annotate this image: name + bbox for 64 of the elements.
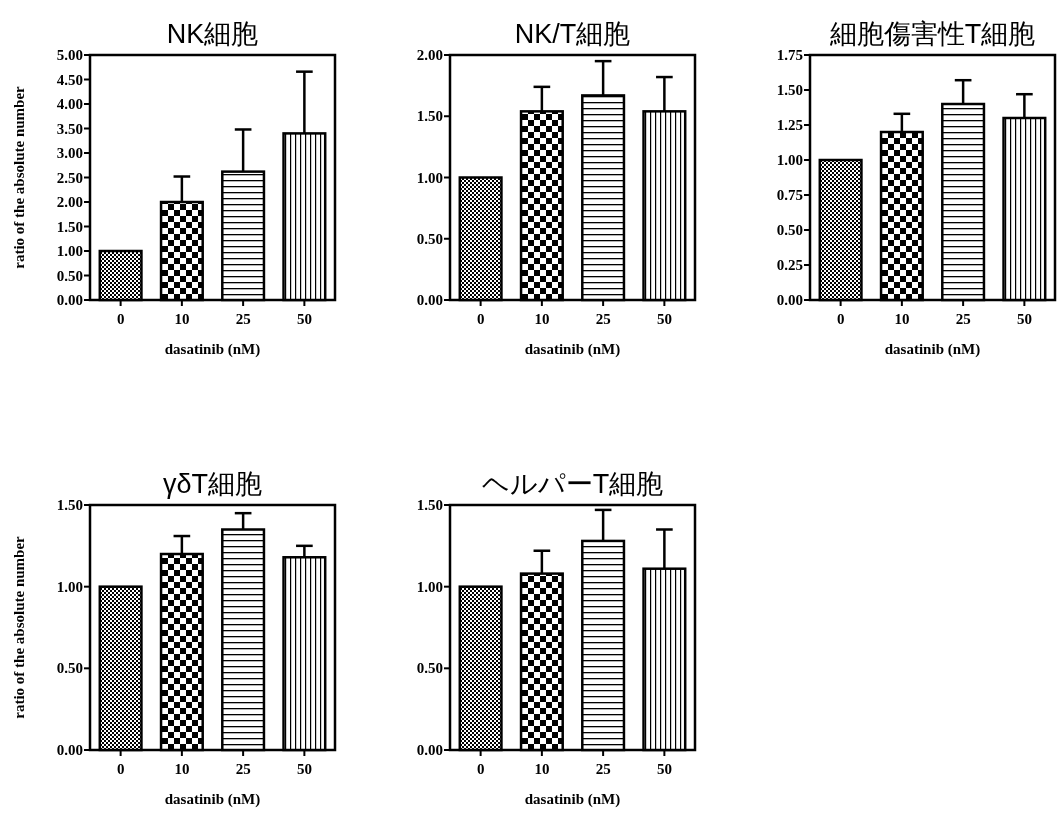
x-tick-label: 10 — [534, 311, 550, 327]
y-tick-label: 0.75 — [776, 187, 803, 203]
x-tick-label: 50 — [1016, 311, 1032, 327]
y-tick-label: 0.00 — [416, 292, 443, 308]
chart-title: NK細胞 — [166, 19, 259, 49]
y-tick-label: 2.00 — [416, 47, 443, 63]
y-axis-title: ratio of the absolute number — [11, 85, 27, 269]
y-tick-label: 1.00 — [56, 578, 83, 595]
chart-title: NK/T細胞 — [514, 19, 631, 49]
y-tick-label: 1.50 — [416, 497, 443, 513]
x-tick-label: 0 — [116, 311, 125, 327]
x-axis-title: dasatinib (nM) — [164, 791, 261, 808]
x-tick-label: 10 — [534, 761, 550, 777]
y-tick-label: 0.00 — [56, 742, 83, 758]
x-tick-label: 10 — [174, 311, 190, 327]
y-tick-label: 0.50 — [56, 267, 83, 284]
y-tick-label: 0.00 — [416, 742, 443, 758]
chart-title: ヘルパーT細胞 — [481, 469, 664, 499]
x-tick-label: 50 — [656, 311, 672, 327]
y-tick-label: 0.50 — [56, 660, 83, 677]
x-tick-label: 50 — [296, 311, 312, 327]
y-tick-label: 0.00 — [776, 292, 803, 308]
chart-title: γδT細胞 — [162, 469, 263, 499]
y-axis-title: ratio of the absolute number — [11, 535, 27, 719]
x-tick-label: 50 — [296, 761, 312, 777]
x-tick-label: 25 — [595, 311, 611, 327]
x-tick-label: 0 — [476, 311, 485, 327]
y-tick-label: 4.00 — [56, 96, 83, 112]
y-tick-label: 2.50 — [56, 169, 83, 186]
y-tick-label: 1.50 — [416, 108, 443, 125]
y-tick-label: 0.00 — [56, 292, 83, 308]
y-tick-label: 0.50 — [416, 230, 443, 247]
y-tick-label: 2.00 — [56, 194, 83, 210]
x-axis-title: dasatinib (nM) — [524, 791, 621, 808]
y-tick-label: 3.50 — [56, 120, 83, 137]
x-tick-label: 25 — [235, 761, 251, 777]
y-tick-label: 3.00 — [56, 145, 83, 161]
y-tick-label: 1.75 — [776, 47, 803, 63]
y-tick-label: 0.50 — [776, 222, 803, 238]
x-tick-label: 0 — [476, 761, 485, 777]
y-tick-label: 1.00 — [56, 243, 83, 259]
x-tick-label: 25 — [955, 311, 971, 327]
y-tick-label: 1.00 — [416, 578, 443, 595]
x-axis-title: dasatinib (nM) — [524, 341, 621, 358]
y-tick-label: 5.00 — [56, 47, 83, 63]
y-tick-label: 1.50 — [56, 218, 83, 235]
y-tick-label: 1.00 — [416, 169, 443, 186]
x-tick-label: 0 — [116, 761, 125, 777]
y-tick-label: 1.00 — [776, 152, 803, 168]
x-tick-label: 25 — [235, 311, 251, 327]
y-tick-label: 4.50 — [56, 71, 83, 88]
x-axis-title: dasatinib (nM) — [884, 341, 981, 358]
x-tick-label: 25 — [595, 761, 611, 777]
x-tick-label: 10 — [174, 761, 190, 777]
y-tick-label: 0.50 — [416, 660, 443, 677]
x-tick-label: 50 — [656, 761, 672, 777]
y-tick-label: 1.50 — [56, 497, 83, 513]
y-tick-label: 1.25 — [776, 117, 803, 133]
y-tick-label: 1.50 — [776, 82, 803, 98]
x-tick-label: 10 — [894, 311, 910, 327]
y-tick-label: 0.25 — [776, 257, 803, 273]
chart-title: 細胞傷害性T細胞 — [828, 19, 1036, 49]
x-axis-title: dasatinib (nM) — [164, 341, 261, 358]
x-tick-label: 0 — [836, 311, 845, 327]
